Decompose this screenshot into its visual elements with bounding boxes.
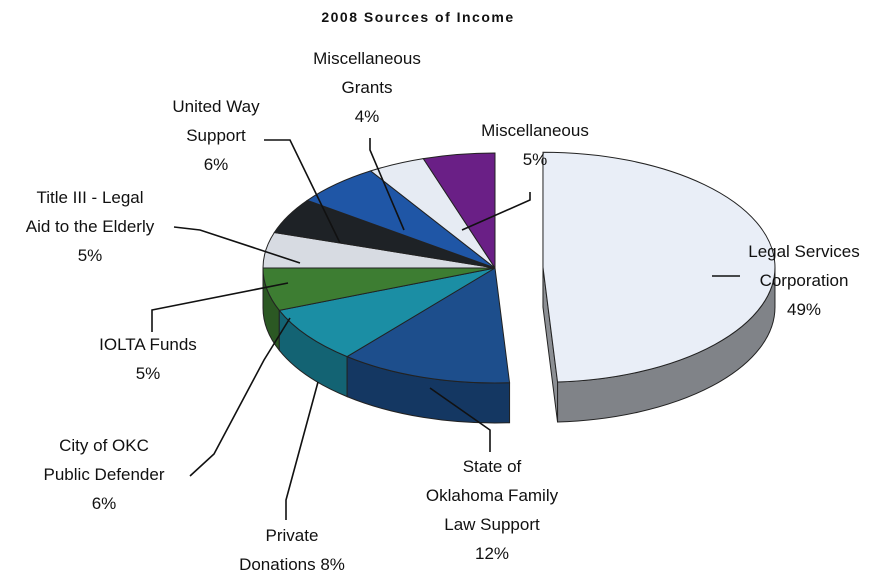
slice-label-line: Aid to the Elderly xyxy=(26,217,155,236)
pie-slice-state xyxy=(346,267,511,384)
slice-label-line: 5% xyxy=(136,364,161,383)
slice-label-line: Private xyxy=(266,526,319,545)
leader-line-okc xyxy=(189,317,291,477)
slice-label-line: 6% xyxy=(204,155,229,174)
leader-line-title3 xyxy=(173,226,301,264)
slice-label-line: Donations 8% xyxy=(239,555,345,573)
slice-label-line: United Way xyxy=(172,97,260,116)
slice-label-line: 4% xyxy=(355,107,380,126)
leader-line-iolta xyxy=(151,282,289,332)
slice-label-miscgrants: Miscellaneous Grants 4% xyxy=(313,49,421,126)
slice-label-line: Public Defender xyxy=(44,465,165,484)
slice-label-state: State of Oklahoma Family Law Support 12% xyxy=(426,457,559,563)
pie-slice-lsc xyxy=(542,151,776,383)
slice-label-line: IOLTA Funds xyxy=(99,335,197,354)
pie-slice-misc xyxy=(422,152,496,270)
slice-label-title3: Title III - Legal Aid to the Elderly 5% xyxy=(26,188,155,265)
leader-lines xyxy=(151,138,740,520)
pie-sides xyxy=(262,267,776,424)
slice-label-line: 5% xyxy=(78,246,103,265)
leader-line-misc xyxy=(461,192,531,231)
slice-label-unitedway: United Way Support 6% xyxy=(172,97,260,174)
slice-label-line: Miscellaneous xyxy=(313,49,421,68)
chart-title: 2008 Sources of Income xyxy=(321,9,514,25)
leader-line-private xyxy=(285,381,319,520)
slice-label-private: Private Donations 8% xyxy=(239,526,345,573)
slice-label-line: State of xyxy=(463,457,522,476)
leader-line-unitedway xyxy=(264,139,341,244)
slice-label-line: Grants xyxy=(341,78,392,97)
slice-label-line: Title III - Legal xyxy=(36,188,143,207)
leader-line-miscgrants xyxy=(369,138,405,231)
slice-label-line: City of OKC xyxy=(59,436,149,455)
slice-label-lsc: Legal Services Corporation 49% xyxy=(748,242,860,319)
slice-label-line: Miscellaneous xyxy=(481,121,589,140)
slice-label-line: Corporation xyxy=(760,271,849,290)
slice-label-line: 49% xyxy=(787,300,821,319)
slice-label-okc: City of OKC Public Defender 6% xyxy=(44,436,165,513)
pie-tops xyxy=(262,151,776,384)
slice-label-line: Support xyxy=(186,126,246,145)
slice-label-iolta: IOLTA Funds 5% xyxy=(99,335,197,383)
leader-line-state xyxy=(429,387,491,452)
slice-labels: Legal Services Corporation 49% State of Okla… xyxy=(26,49,860,573)
slice-label-line: Oklahoma Family xyxy=(426,486,559,505)
pie-slice-private xyxy=(278,267,496,358)
slice-label-line: 6% xyxy=(92,494,117,513)
slice-label-line: 5% xyxy=(523,150,548,169)
slice-label-line: Law Support xyxy=(444,515,540,534)
slice-label-misc: Miscellaneous 5% xyxy=(481,121,589,169)
slice-label-line: Legal Services xyxy=(748,242,860,261)
slice-label-line: 12% xyxy=(475,544,509,563)
